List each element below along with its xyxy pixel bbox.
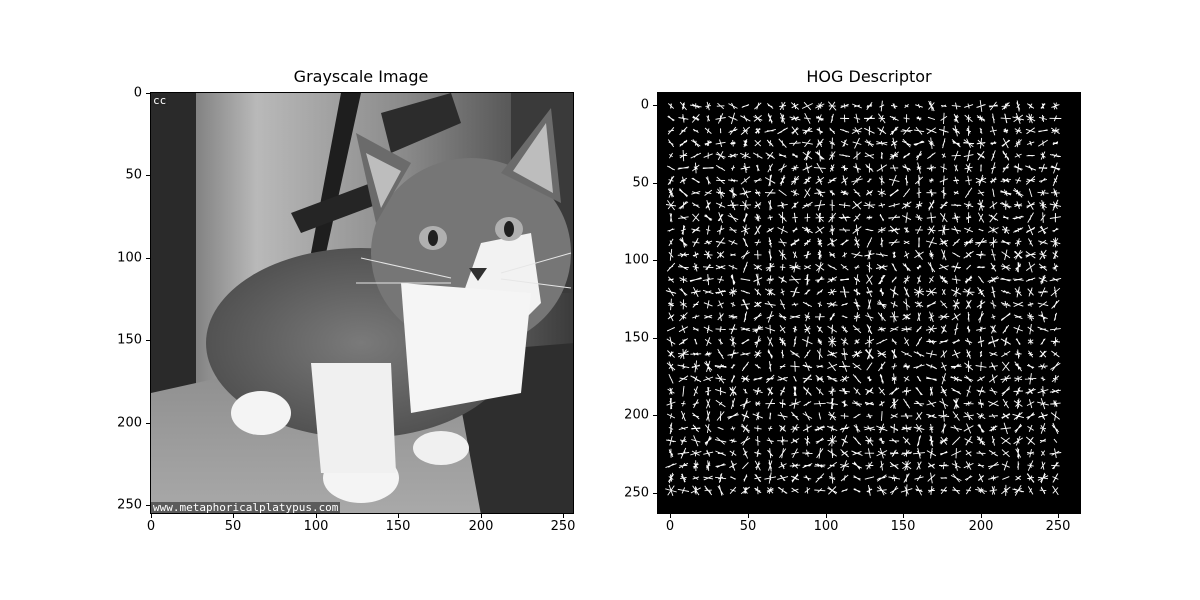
- x-tick-label: 0: [147, 519, 155, 534]
- y-tick: [653, 105, 657, 106]
- y-tick-label: 50: [125, 168, 142, 183]
- y-tick-label: 0: [134, 86, 142, 101]
- y-tick: [146, 423, 150, 424]
- x-tick-label: 150: [891, 519, 916, 534]
- x-tick: [563, 514, 564, 518]
- y-tick: [146, 93, 150, 94]
- y-tick-label: 100: [117, 251, 142, 266]
- corner-text: cc: [151, 95, 168, 106]
- hog-descriptor-axes: [657, 92, 1081, 514]
- y-tick-label: 0: [641, 98, 649, 113]
- x-tick: [903, 514, 904, 518]
- y-tick-label: 150: [624, 331, 649, 346]
- x-tick-label: 150: [386, 519, 411, 534]
- x-tick: [481, 514, 482, 518]
- x-tick-label: 250: [551, 519, 576, 534]
- y-tick-label: 200: [624, 408, 649, 423]
- y-tick: [653, 493, 657, 494]
- grayscale-image-axes: cc www.metaphoricalplatypus.com: [150, 92, 574, 514]
- x-tick-label: 50: [225, 519, 242, 534]
- y-tick: [146, 340, 150, 341]
- x-tick-label: 50: [740, 519, 757, 534]
- x-tick-label: 200: [969, 519, 994, 534]
- y-tick: [653, 415, 657, 416]
- x-tick: [670, 514, 671, 518]
- x-tick-label: 200: [469, 519, 494, 534]
- y-tick-label: 100: [624, 253, 649, 268]
- y-tick-label: 200: [117, 416, 142, 431]
- x-tick: [1058, 514, 1059, 518]
- y-tick: [146, 175, 150, 176]
- x-tick-label: 100: [814, 519, 839, 534]
- y-tick-label: 150: [117, 333, 142, 348]
- left-panel-title: Grayscale Image: [294, 67, 429, 86]
- hog-glyph-field: [658, 93, 1081, 514]
- x-tick: [826, 514, 827, 518]
- y-tick: [653, 338, 657, 339]
- right-panel-title: HOG Descriptor: [806, 67, 931, 86]
- x-tick: [151, 514, 152, 518]
- x-tick: [748, 514, 749, 518]
- watermark-text: www.metaphoricalplatypus.com: [151, 502, 340, 513]
- x-tick: [316, 514, 317, 518]
- y-tick: [653, 260, 657, 261]
- x-tick: [398, 514, 399, 518]
- y-tick-label: 250: [117, 498, 142, 513]
- x-tick-label: 100: [304, 519, 329, 534]
- grayscale-kitten-photo: [151, 93, 574, 514]
- y-tick-label: 250: [624, 486, 649, 501]
- x-tick-label: 0: [666, 519, 674, 534]
- x-tick-label: 250: [1046, 519, 1071, 534]
- y-tick: [146, 505, 150, 506]
- x-tick: [233, 514, 234, 518]
- y-tick-label: 50: [632, 176, 649, 191]
- y-tick: [653, 183, 657, 184]
- x-tick: [981, 514, 982, 518]
- hog-strokes: [665, 100, 1061, 496]
- y-tick: [146, 258, 150, 259]
- hog-glyphs: [665, 100, 1061, 496]
